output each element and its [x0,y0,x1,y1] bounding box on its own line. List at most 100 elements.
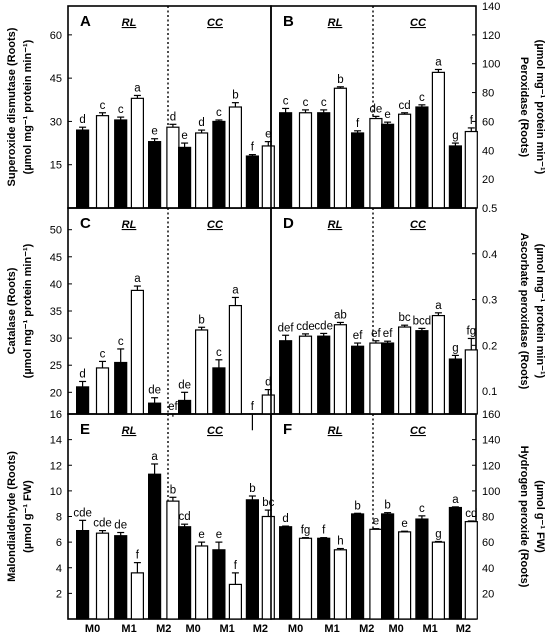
x-category-label: M1 [121,623,136,635]
panel-e-bar [114,535,128,620]
panel-f-sig-letter: e [373,516,379,528]
x-category-label: M1 [324,623,339,635]
panel-d-bar [415,330,429,415]
panel-c-bar [130,289,144,415]
panel-b-group-label: CC [410,17,427,29]
panel-b-sig-letter: c [283,95,289,107]
panel-f-ytick-label: 40 [482,563,494,575]
panel-e-ytick-label: 2 [56,588,62,600]
panel-e-bar [75,529,90,620]
panel-a-bar [178,146,192,209]
panel-a-bar [228,106,242,209]
panel-d-bar [381,342,395,415]
panel-f-bar [381,513,395,620]
panel-b-ytick-label: 40 [482,145,494,157]
panel-a-bar [114,119,128,209]
panel-b-sig-letter: f [470,115,474,127]
x-category-label: M0 [388,623,403,635]
panel-e-sig-letter: b [249,483,255,495]
panel-b-bar [279,112,293,209]
panel-f-sig-letter: cd [465,508,477,520]
panel-f-sig-letter: e [401,518,407,530]
panel-c-ytick-label: 35 [50,306,62,318]
panel-a-sig-letter: c [100,100,106,112]
panel-b-bar [448,145,462,209]
panel-c-sig-letter: d [265,377,271,389]
panel-d-bar [298,335,313,415]
panel-b-bar [317,112,331,209]
panel-d-sig-letter: cde [314,320,333,332]
panel-e-sig-letter: f [136,550,140,562]
panel-a-ylabel-line: (µmol mg⁻¹ protein min⁻¹) [22,39,34,174]
panel-f-bar [464,521,478,620]
panel-a-bar [261,145,275,209]
panel-e-bar [212,549,226,620]
panel-d-ylabel-line: (µmol mg⁻¹ protein min⁻¹) [534,244,546,379]
panel-c-ytick-label: 20 [50,387,62,399]
panel-c-sig-letter: c [216,347,222,359]
panel-e-sig-letter: a [151,451,158,463]
panel-f-sig-letter: d [282,513,288,525]
panel-b-ytick-label: 20 [482,174,494,186]
panel-e-bar [261,515,275,620]
panel-a-sig-letter: b [232,90,238,102]
panel-f-sig-letter: fg [301,525,311,537]
panel-b-bar [464,130,478,209]
panel-d-group-label: RL [328,219,343,231]
panel-a-bar [166,126,180,209]
panel-d-ytick-label: 0.1 [482,386,497,398]
panel-b-sig-letter: b [337,74,343,86]
panel-b-ytick-label: 140 [482,1,500,13]
panel-b-ytick-label: 100 [482,59,500,71]
panel-c-ytick-label: 25 [50,360,62,372]
panel-e-group-label: RL [122,425,137,437]
x-category-label: M1 [423,623,438,635]
panel-c-bar [228,304,242,415]
panel-a-group-label: RL [122,17,137,29]
panel-c-sig-letter: b [198,314,204,326]
panel-e-sig-letter: bc [262,497,274,509]
panel-b-bar [333,87,347,209]
panel-d-sig-letter: cde [296,321,315,333]
panel-a-sig-letter: d [170,111,176,123]
panel-b-ytick-label: 60 [482,116,494,128]
panel-e-sig-letter: f [234,560,238,572]
panel-c-group-label: CC [207,219,224,231]
panel-d-sig-letter: def [278,322,295,334]
panel-e-ytick-label: 4 [56,563,62,575]
panel-f-ytick-label: 140 [482,435,500,447]
panel-a-ylabel-line: Superoxide dismutase (Roots) [6,27,18,186]
panel-f-ytick-label: 120 [482,460,500,472]
panel-a-sig-letter: d [79,114,85,126]
panel-d-sig-letter: fg [467,325,477,337]
x-category-label: M2 [456,623,471,635]
panel-f-ytick-label: 20 [482,588,494,600]
panel-f-group-label: RL [328,425,343,437]
panel-f-bar [298,537,313,620]
panel-b-bar [398,113,412,209]
panel-d-ytick-label: 0.4 [482,249,497,261]
panel-a-sig-letter: c [118,104,124,116]
panel-c-ytick-label: 30 [50,333,62,345]
panel-a-sig-letter: c [216,107,222,119]
panel-c-sig-letter: de [148,385,161,397]
panel-d-group-label: CC [410,219,427,231]
panel-f-ylabel-line: (µmol g⁻¹ FW) [534,480,546,553]
panel-b-bar [415,106,429,209]
panel-d-sig-letter: g [452,342,458,354]
panel-d-ytick-label: 0.2 [482,340,497,352]
panel-c-sig-letter: d [79,368,85,380]
panel-f-sig-letter: g [435,528,441,540]
panel-e-ytick-label: 12 [50,460,62,472]
panel-b-sig-letter: c [303,97,309,109]
panel-a-ytick-label: 60 [50,30,62,42]
panel-b-ylabel-line: Peroxidase (Roots) [518,57,530,158]
panel-a-bar [148,141,162,209]
panel-b-sig-letter: cd [399,100,411,112]
panel-b-bar [369,117,383,209]
panel-c-bar [95,367,110,415]
panel-d-sig-letter: a [435,300,442,312]
panel-d-bar [279,340,293,415]
panel-e-bar [148,473,162,620]
panel-f-ylabel-line: Hydrogen peroxide (Roots) [518,446,530,588]
